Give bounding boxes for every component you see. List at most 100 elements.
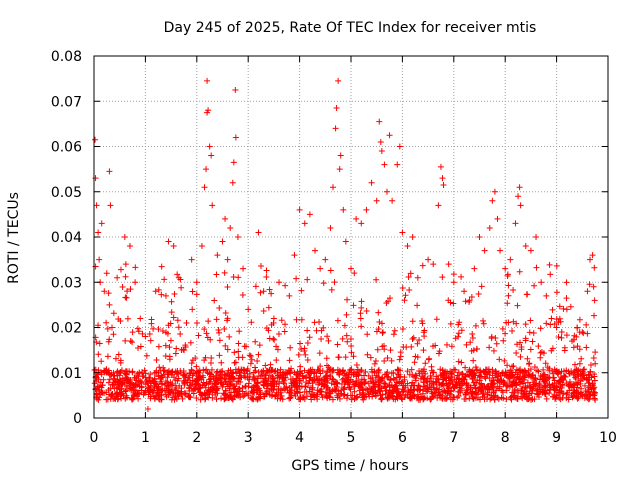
- data-point: [187, 339, 194, 346]
- data-point: [592, 349, 599, 356]
- y-axis-ticks: 0 0.01 0.02 0.03 0.04 0.05 0.06 0.07 0.08: [51, 49, 608, 427]
- data-point: [348, 342, 355, 349]
- data-point: [252, 338, 259, 345]
- data-point: [181, 379, 188, 386]
- data-point: [172, 377, 179, 384]
- data-point: [353, 361, 360, 368]
- data-point: [219, 238, 226, 245]
- data-point: [105, 290, 112, 297]
- data-point: [218, 359, 225, 366]
- data-point: [267, 380, 274, 387]
- data-point: [543, 292, 550, 299]
- data-point: [367, 354, 374, 361]
- data-point: [409, 234, 416, 240]
- data-point: [327, 267, 334, 274]
- data-point: [526, 360, 533, 367]
- data-point: [129, 329, 136, 336]
- data-point: [370, 383, 377, 390]
- data-point: [306, 211, 313, 218]
- data-point: [567, 303, 574, 310]
- data-point: [540, 366, 547, 373]
- data-point: [148, 320, 155, 327]
- data-point: [399, 229, 406, 236]
- data-point: [153, 356, 160, 363]
- data-point: [335, 354, 342, 361]
- data-point: [379, 329, 386, 336]
- data-point: [421, 333, 428, 340]
- data-point: [548, 315, 555, 322]
- data-point: [510, 379, 517, 386]
- data-point: [357, 310, 364, 317]
- data-point: [353, 394, 360, 401]
- data-point: [555, 378, 562, 385]
- data-point: [93, 202, 100, 209]
- data-point: [226, 333, 233, 340]
- data-point: [282, 374, 289, 381]
- data-point: [209, 202, 216, 209]
- data-point: [409, 318, 416, 325]
- data-point: [230, 159, 237, 166]
- data-point: [287, 389, 294, 396]
- data-point: [106, 301, 113, 308]
- data-point: [252, 367, 259, 374]
- data-point: [316, 318, 323, 325]
- data-point: [98, 220, 105, 227]
- data-point: [266, 286, 273, 293]
- data-point: [570, 393, 577, 400]
- data-point: [92, 136, 99, 143]
- x-tick-label: 10: [599, 430, 617, 446]
- data-point: [548, 347, 555, 354]
- data-point: [170, 243, 177, 250]
- data-point: [502, 330, 509, 337]
- data-point: [186, 394, 193, 401]
- data-point: [432, 342, 439, 349]
- data-point: [248, 356, 255, 363]
- data-point: [256, 342, 263, 349]
- data-point: [204, 369, 211, 376]
- data-point: [353, 393, 360, 400]
- data-point: [286, 395, 293, 402]
- data-point: [383, 188, 390, 195]
- data-point: [154, 387, 161, 394]
- data-point: [105, 338, 112, 345]
- data-point: [402, 292, 409, 299]
- data-point: [493, 340, 500, 347]
- data-point: [391, 327, 398, 334]
- data-point: [222, 310, 229, 317]
- data-point: [264, 367, 271, 374]
- data-point: [555, 370, 562, 377]
- data-point: [358, 298, 365, 305]
- data-point: [524, 396, 531, 403]
- data-point: [563, 279, 570, 286]
- data-point: [139, 373, 146, 380]
- data-point: [432, 389, 439, 396]
- data-point: [463, 341, 470, 348]
- data-point: [135, 344, 142, 351]
- data-point: [468, 390, 475, 397]
- data-point: [293, 275, 300, 282]
- data-point: [232, 134, 239, 141]
- data-point: [417, 375, 424, 382]
- data-point: [201, 184, 208, 191]
- data-point: [284, 369, 291, 376]
- data-point: [563, 332, 570, 339]
- data-point: [400, 388, 407, 395]
- data-point: [565, 394, 572, 401]
- data-point: [189, 306, 196, 313]
- data-point: [376, 118, 383, 125]
- data-point: [221, 325, 228, 332]
- data-point: [495, 396, 502, 403]
- data-point: [247, 353, 254, 360]
- data-point: [472, 322, 479, 329]
- data-point: [117, 369, 124, 376]
- data-point: [552, 396, 559, 403]
- data-point: [517, 339, 524, 346]
- data-point: [312, 247, 319, 254]
- data-point: [381, 358, 388, 365]
- data-point: [558, 388, 565, 395]
- data-point: [351, 270, 358, 277]
- data-point: [362, 368, 369, 375]
- data-point: [196, 389, 203, 396]
- data-point: [385, 393, 392, 400]
- data-point: [544, 387, 551, 394]
